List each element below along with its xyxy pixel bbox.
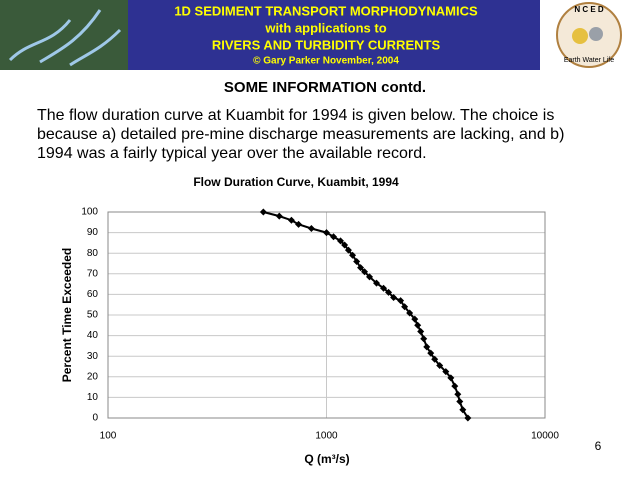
data-point	[337, 237, 345, 245]
logo-circle	[556, 2, 622, 68]
data-point	[417, 327, 425, 335]
section-title: SOME INFORMATION contd.	[224, 79, 426, 96]
chart-title: Flow Duration Curve, Kuambit, 1994	[193, 175, 399, 189]
plot-frame	[107, 211, 546, 419]
data-point	[423, 343, 431, 351]
paragraph-line: The flow duration curve at Kuambit for 1…	[37, 107, 554, 124]
data-point	[454, 390, 462, 398]
data-point	[442, 368, 450, 376]
data-point	[259, 208, 267, 216]
data-point	[307, 224, 315, 232]
data-point	[287, 216, 295, 224]
data-point	[420, 335, 428, 343]
header-title: 1D SEDIMENT TRANSPORT MORPHODYNAMICS	[174, 3, 478, 18]
data-point	[451, 382, 459, 390]
y-tick-label: 100	[81, 207, 98, 218]
header-title: with applications to	[264, 20, 386, 35]
data-point	[341, 241, 349, 249]
data-point	[456, 398, 464, 406]
logo-atom	[572, 28, 588, 44]
data-point	[295, 220, 303, 228]
data-point	[414, 321, 422, 329]
data-point	[380, 284, 388, 292]
header-image	[0, 0, 128, 70]
y-tick-label: 50	[87, 310, 99, 321]
data-point	[427, 349, 435, 357]
data-point	[366, 273, 374, 281]
logo-letters: N C E D	[574, 5, 604, 14]
paragraph-line: 1994 was a fairly typical year over the …	[37, 145, 427, 162]
y-tick-label: 60	[87, 289, 99, 300]
y-tick-label: 90	[87, 227, 99, 238]
header-credit: © Gary Parker November, 2004	[253, 56, 399, 67]
data-point	[411, 315, 419, 323]
y-tick-label: 0	[92, 413, 98, 424]
data-point	[436, 361, 444, 369]
x-tick-label: 10000	[531, 431, 559, 442]
y-tick-label: 20	[87, 371, 99, 382]
x-axis-label: Q (m³/s)	[304, 452, 349, 466]
data-point	[397, 297, 405, 305]
x-tick-label: 100	[100, 431, 117, 442]
data-point	[385, 288, 393, 296]
paragraph-line: because a) detailed pre-mine discharge m…	[37, 126, 564, 143]
data-point	[361, 268, 369, 276]
data-point	[330, 233, 338, 241]
data-point	[323, 229, 330, 237]
y-tick-label: 40	[87, 330, 99, 341]
data-point	[447, 374, 455, 382]
data-point	[353, 257, 361, 265]
data-point	[344, 246, 352, 254]
y-tick-label: 70	[87, 268, 99, 279]
image-rivers	[8, 9, 122, 67]
data-point	[373, 279, 381, 287]
logo-atom	[589, 27, 603, 41]
header-title: RIVERS AND TURBIDITY CURRENTS	[212, 37, 441, 52]
data-point	[459, 406, 467, 414]
logo-motto: Earth Water Life	[564, 57, 614, 64]
y-axis-label: Percent Time Exceeded	[60, 248, 74, 383]
y-tick-label: 30	[87, 351, 99, 362]
y-tick-label: 80	[87, 248, 99, 259]
data-point	[401, 303, 409, 311]
data-point	[275, 212, 283, 220]
data-point	[464, 414, 472, 422]
y-tick-label: 10	[87, 392, 99, 403]
data-point	[390, 293, 398, 301]
x-tick-label: 1000	[315, 431, 338, 442]
slide-number: 6	[595, 439, 602, 453]
data-point	[406, 309, 414, 317]
data-point	[431, 355, 439, 363]
data-point	[349, 251, 357, 259]
data-point	[357, 264, 365, 272]
